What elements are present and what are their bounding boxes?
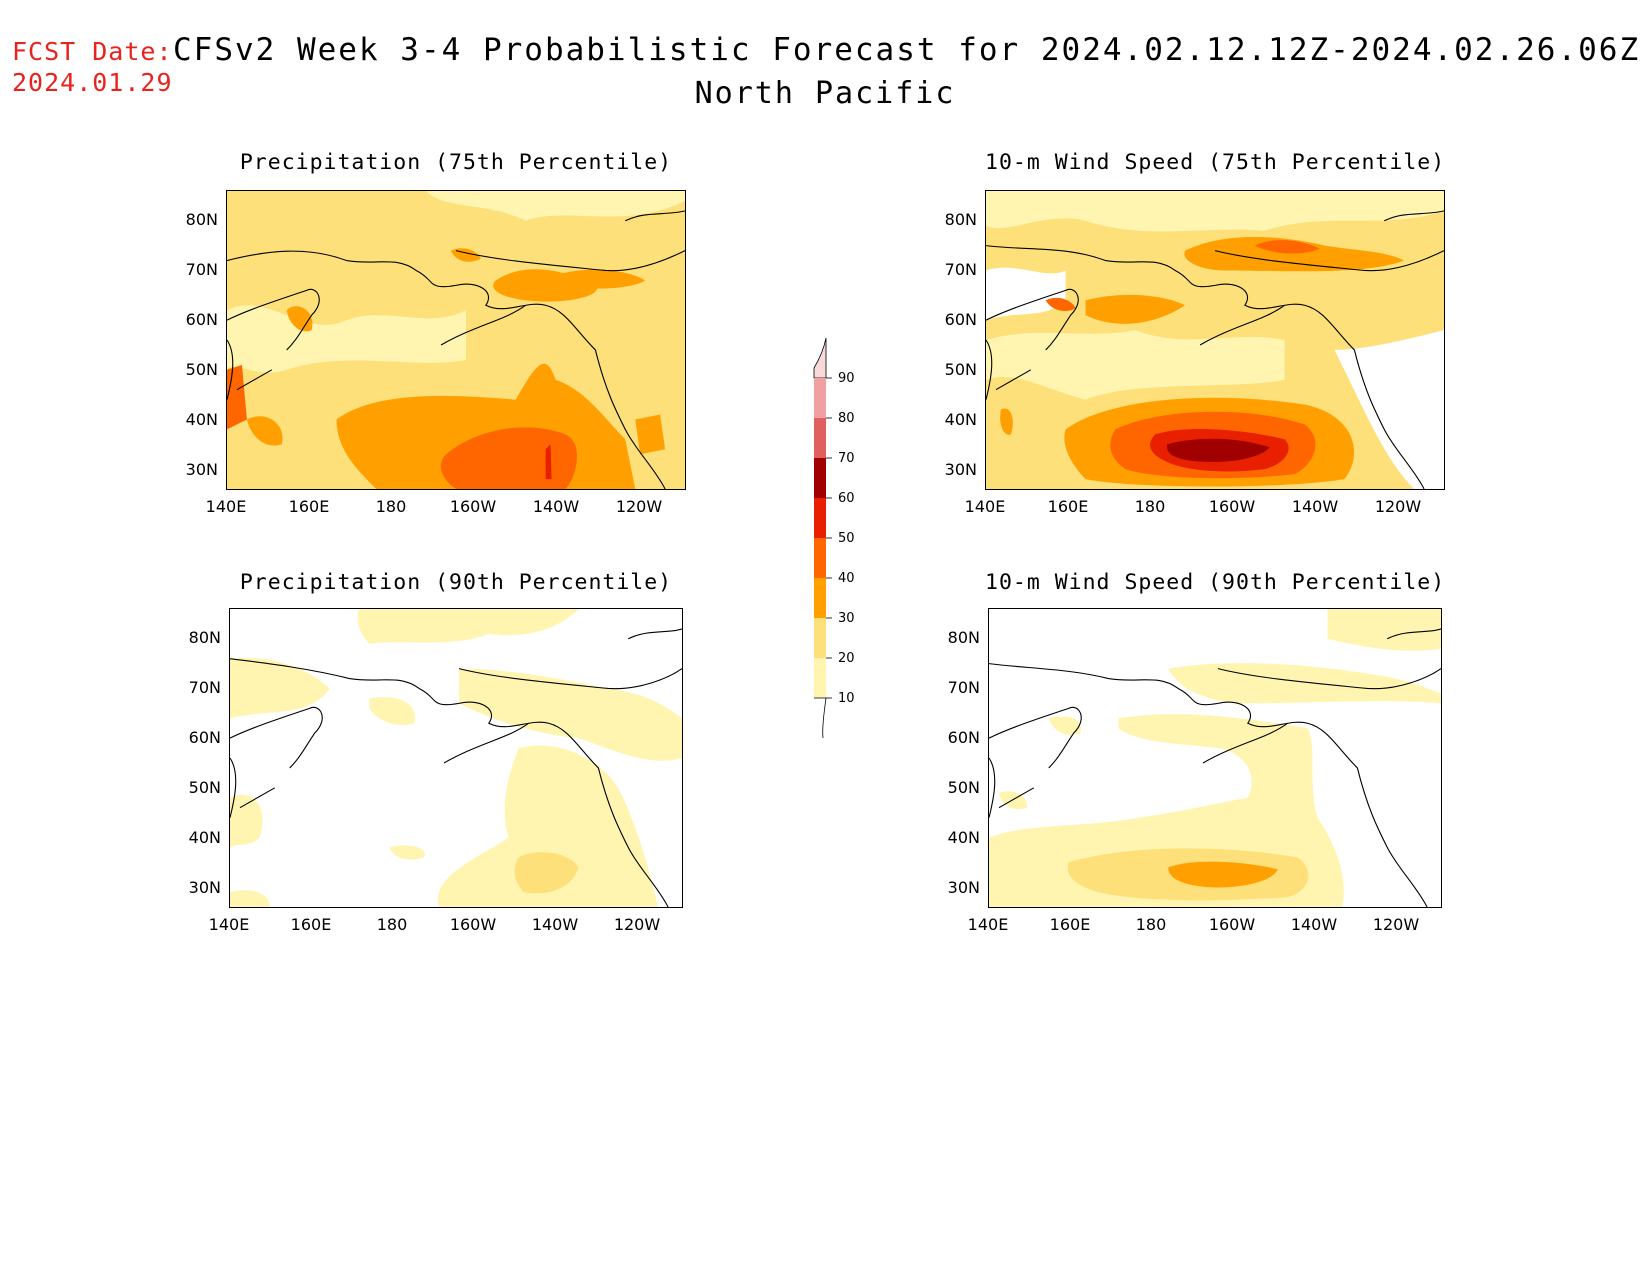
colorbar-swatch <box>814 538 826 578</box>
lat-label: 40N <box>188 828 221 847</box>
colorbar-label: 80 <box>838 411 855 426</box>
panel-title-wind-90: 10-m Wind Speed (90th Percentile) <box>985 570 1446 595</box>
lon-label: 140E <box>208 915 250 934</box>
panel-title-precip-90: Precipitation (90th Percentile) <box>239 570 673 595</box>
lon-label: 160W <box>1208 497 1256 516</box>
lon-label: 160E <box>1049 915 1091 934</box>
lat-label: 80N <box>944 210 977 229</box>
map-precip-90 <box>229 608 683 908</box>
colorbar-label: 30 <box>838 611 855 626</box>
lon-label: 120W <box>1372 915 1420 934</box>
map-wind-75 <box>985 190 1445 490</box>
lon-label: 140W <box>1291 497 1339 516</box>
colorbar-label: 60 <box>838 491 855 506</box>
lat-label: 30N <box>944 460 977 479</box>
map-precip-75 <box>226 190 686 490</box>
colorbar-label: 10 <box>838 691 855 706</box>
lat-label: 70N <box>944 260 977 279</box>
lat-label: 60N <box>185 310 218 329</box>
lon-label: 160W <box>449 497 497 516</box>
lat-label: 80N <box>947 628 980 647</box>
colorbar-swatch <box>814 418 826 458</box>
lon-label: 140W <box>1290 915 1338 934</box>
forecast-date-label: FCST Date: <box>12 37 173 66</box>
lat-label: 70N <box>947 678 980 697</box>
lon-label: 140E <box>967 915 1009 934</box>
map-wind-90 <box>988 608 1442 908</box>
lat-label: 30N <box>947 878 980 897</box>
forecast-date-block: FCST Date: 2024.01.29 <box>12 36 173 98</box>
lon-label: 140E <box>964 497 1006 516</box>
colorbar-label: 40 <box>838 571 855 586</box>
lat-label: 60N <box>944 310 977 329</box>
lat-label: 40N <box>944 410 977 429</box>
lat-label: 70N <box>185 260 218 279</box>
lat-label: 60N <box>188 728 221 747</box>
lon-label: 140W <box>532 497 580 516</box>
lon-label: 180 <box>376 915 408 934</box>
colorbar-swatch <box>814 498 826 538</box>
lat-label: 30N <box>185 460 218 479</box>
main-title: CFSv2 Week 3-4 Probabilistic Forecast fo… <box>173 32 1641 68</box>
lat-label: 30N <box>188 878 221 897</box>
colorbar-bottom-arrow <box>814 697 827 738</box>
lat-label: 70N <box>188 678 221 697</box>
lon-label: 160W <box>1208 915 1256 934</box>
panel-title-wind-75: 10-m Wind Speed (75th Percentile) <box>985 150 1446 175</box>
lon-label: 180 <box>375 497 407 516</box>
lon-label: 140W <box>531 915 579 934</box>
lon-label: 160E <box>288 497 330 516</box>
colorbar-label: 70 <box>838 451 855 466</box>
lat-label: 50N <box>185 360 218 379</box>
lon-label: 180 <box>1135 915 1167 934</box>
colorbar-top-arrow <box>813 338 827 379</box>
panel-title-precip-75: Precipitation (75th Percentile) <box>239 150 673 175</box>
lat-label: 80N <box>188 628 221 647</box>
lat-label: 50N <box>944 360 977 379</box>
lat-label: 60N <box>947 728 980 747</box>
colorbar-label: 20 <box>838 651 855 666</box>
colorbar-label: 90 <box>838 371 855 386</box>
colorbar-swatch <box>814 658 826 698</box>
lon-label: 140E <box>205 497 247 516</box>
colorbar-swatch <box>814 618 826 658</box>
lat-label: 50N <box>188 778 221 797</box>
lon-label: 120W <box>615 497 663 516</box>
colorbar-label: 50 <box>838 531 855 546</box>
lon-label: 120W <box>1374 497 1422 516</box>
colorbar-swatches <box>813 338 832 738</box>
lat-label: 80N <box>185 210 218 229</box>
lon-label: 160E <box>290 915 332 934</box>
colorbar-swatch <box>814 458 826 498</box>
colorbar-swatch <box>814 578 826 618</box>
region-title: North Pacific <box>694 76 956 111</box>
lon-label: 120W <box>613 915 661 934</box>
lon-label: 180 <box>1134 497 1166 516</box>
forecast-date-value: 2024.01.29 <box>12 68 173 97</box>
lon-label: 160W <box>449 915 497 934</box>
lat-label: 40N <box>185 410 218 429</box>
lon-label: 160E <box>1047 497 1089 516</box>
lat-label: 40N <box>947 828 980 847</box>
lat-label: 50N <box>947 778 980 797</box>
colorbar-swatch <box>814 378 826 418</box>
